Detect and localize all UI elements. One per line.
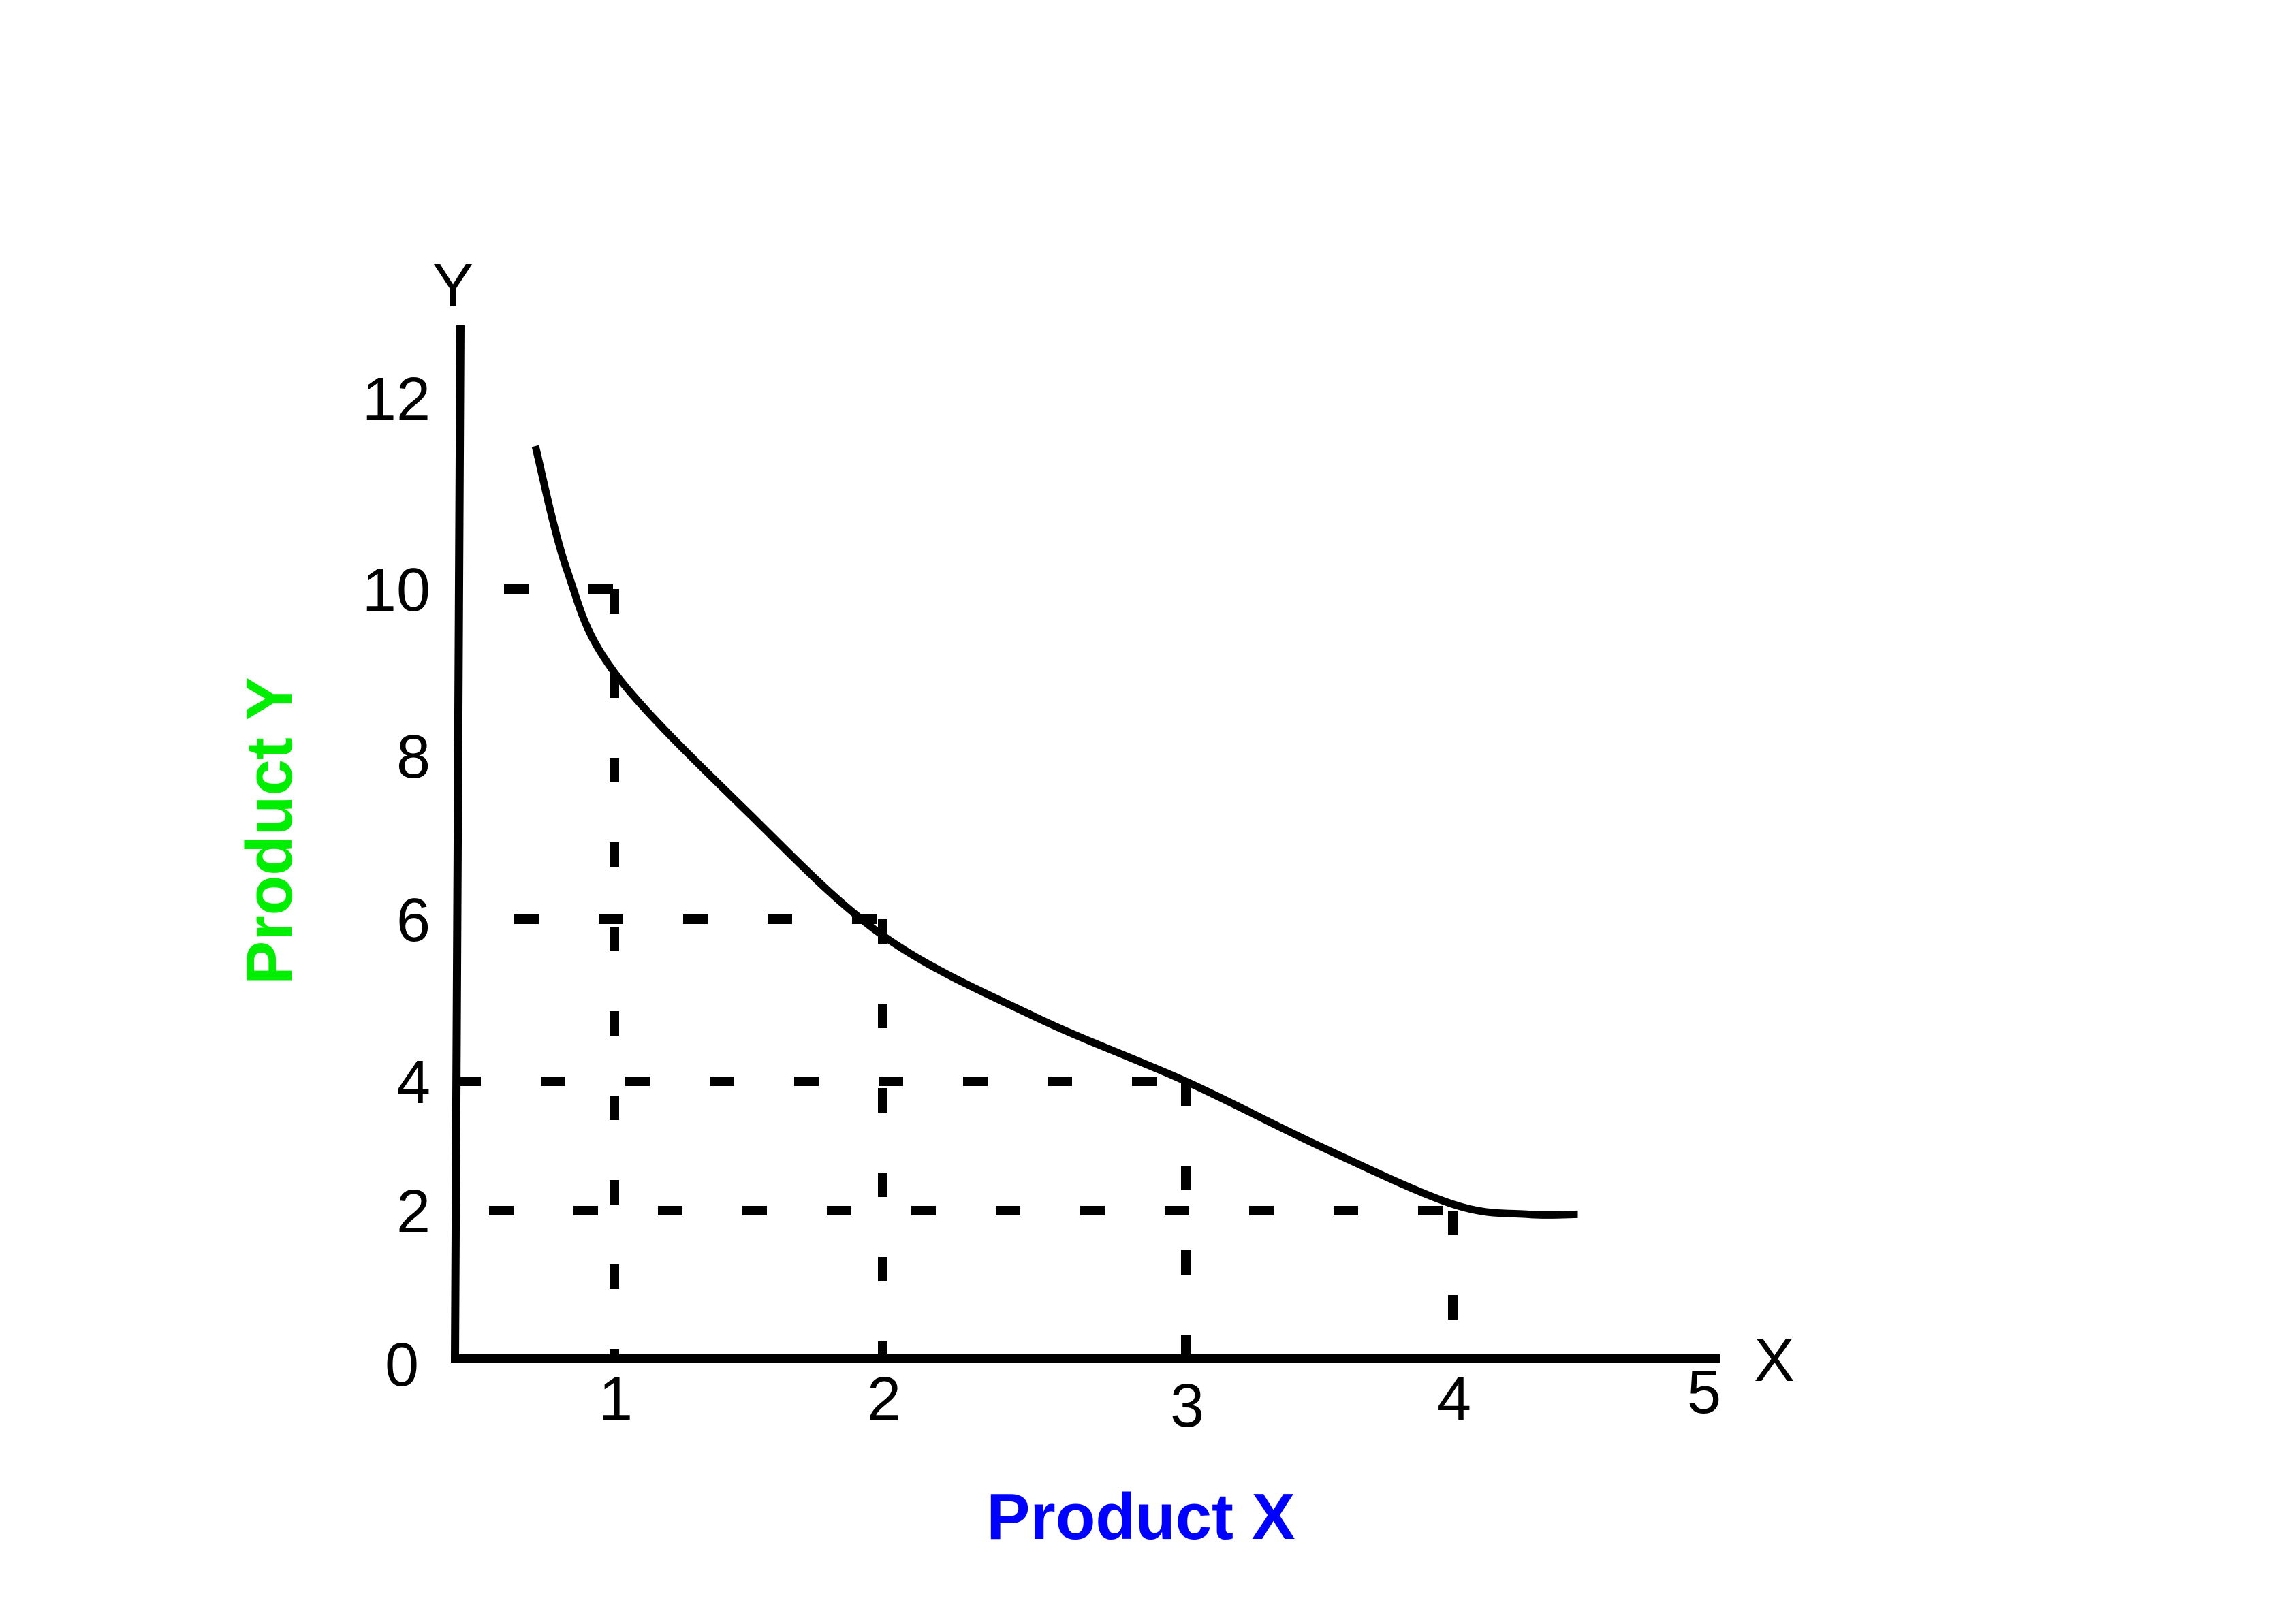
y-tick-labels: 2 4 6 8 10 12 bbox=[362, 366, 430, 1246]
x-axis-title: Product X bbox=[986, 1480, 1295, 1553]
y-tick-label-10: 10 bbox=[362, 556, 430, 624]
x-tick-label-5: 5 bbox=[1687, 1358, 1721, 1427]
y-axis-title: Product Y bbox=[233, 677, 306, 985]
y-axis-letter: Y bbox=[433, 252, 473, 320]
x-tick-label-2: 2 bbox=[867, 1365, 901, 1433]
y-axis-line bbox=[451, 325, 465, 1359]
axes bbox=[451, 325, 1720, 1363]
x-tick-label-1: 1 bbox=[599, 1365, 633, 1433]
indifference-curve bbox=[531, 445, 1578, 1220]
reference-guides bbox=[456, 584, 1458, 1358]
y-tick-label-6: 6 bbox=[396, 887, 430, 955]
y-tick-label-4: 4 bbox=[396, 1049, 430, 1117]
y-tick-label-2: 2 bbox=[396, 1178, 430, 1246]
origin-label: 0 bbox=[385, 1331, 419, 1399]
y-tick-label-8: 8 bbox=[396, 723, 430, 791]
y-tick-label-12: 12 bbox=[362, 366, 430, 434]
x-tick-label-4: 4 bbox=[1437, 1365, 1471, 1433]
x-axis-letter: X bbox=[1754, 1326, 1795, 1395]
x-tick-labels: 1 2 3 4 5 bbox=[599, 1358, 1721, 1440]
x-tick-label-3: 3 bbox=[1170, 1372, 1204, 1440]
